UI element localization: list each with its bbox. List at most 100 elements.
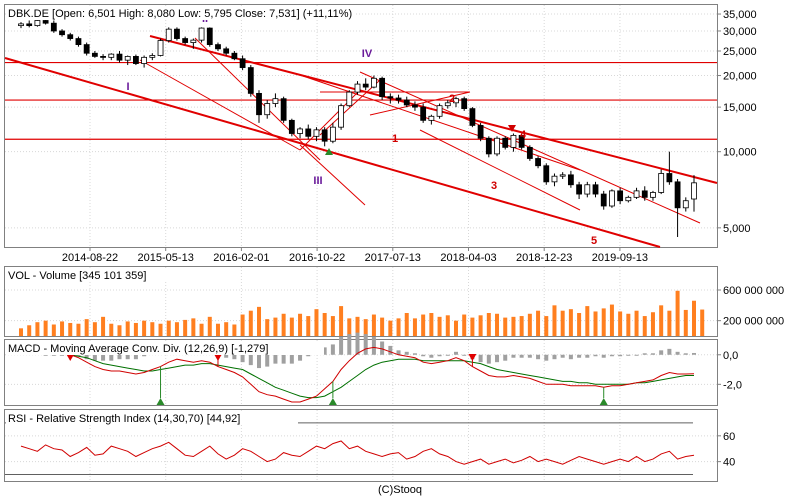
- macd-histogram-bar: [486, 354, 491, 364]
- volume-bar: [560, 310, 565, 336]
- signal-line: [21, 348, 694, 399]
- volume-bar: [19, 328, 23, 336]
- macd-line: [20, 342, 695, 403]
- volume-bar: [289, 317, 294, 336]
- candle-body: [272, 98, 279, 104]
- candle-body: [215, 44, 221, 50]
- volume-bar: [437, 316, 442, 336]
- volume-bar: [76, 323, 81, 336]
- macd-histogram-bar: [109, 354, 114, 361]
- date-axis-label: 2016-10-22: [289, 252, 345, 264]
- candle-body: [682, 200, 689, 209]
- volume-bar: [60, 321, 65, 336]
- candle-body: [247, 67, 254, 94]
- candle-body: [641, 190, 648, 198]
- macd-histogram-bar: [273, 354, 278, 364]
- macd-histogram-bar: [552, 354, 557, 360]
- macd-histogram-bar: [527, 354, 532, 358]
- volume-bar: [92, 322, 97, 336]
- macd-histogram-bar: [232, 354, 237, 360]
- volume-bar: [470, 317, 475, 336]
- volume-bar: [585, 306, 590, 336]
- macd-histogram-bar: [412, 353, 417, 355]
- candle-body: [576, 184, 582, 195]
- volume-axis: 600 000 000 200 000 000: [717, 285, 784, 328]
- volume-bar: [150, 322, 155, 336]
- chart-title: DBK.DE [Open: 6,501 High: 8,080 Low: 5,7…: [8, 8, 352, 20]
- macd-axis: 0,0 -2,0: [717, 350, 742, 391]
- macd-histogram-bar: [363, 334, 368, 355]
- candle-body: [288, 119, 295, 134]
- date-axis-label: 2014-08-22: [62, 252, 118, 264]
- macd-histogram-bar: [322, 347, 327, 355]
- volume-bar: [445, 315, 450, 336]
- macd-axis-label: 0,0: [723, 350, 738, 362]
- candle-body: [395, 97, 402, 101]
- macd-histogram-bar: [396, 350, 401, 355]
- wave-label: IV: [362, 48, 373, 60]
- macd-histogram-bar: [289, 354, 294, 364]
- price-axis-label: 20,000: [723, 71, 757, 83]
- volume-bar: [273, 317, 278, 336]
- macd-histogram-bar: [43, 354, 48, 356]
- candle-body: [658, 173, 665, 193]
- volume-bar: [618, 311, 623, 336]
- candle-body: [403, 99, 410, 106]
- volume-bar: [371, 314, 376, 336]
- candle-body: [26, 23, 33, 27]
- sell-signal-icon: [213, 354, 222, 361]
- macd-histogram-bar: [667, 348, 672, 355]
- macd-lines: [20, 342, 695, 403]
- candle-body: [420, 106, 427, 121]
- volume-bar: [642, 316, 647, 336]
- volume-bar: [478, 315, 483, 336]
- macd-histogram-bar: [339, 337, 344, 355]
- macd-histogram-bar: [306, 354, 311, 357]
- price-axis-label: 10,000: [723, 147, 757, 159]
- candle-body: [124, 56, 131, 61]
- trend-line: [4, 57, 661, 248]
- volume-bar: [224, 322, 229, 336]
- date-axis: 2014-08-22 2015-05-13 2016-02-01 2016-10-22…: [62, 247, 648, 264]
- date-axis-label: 2018-04-03: [440, 252, 496, 264]
- macd-title: MACD - Moving Average Conv. Div. (12,26,…: [8, 343, 268, 355]
- candle-body: [502, 137, 509, 148]
- volume-bar: [700, 309, 705, 336]
- date-axis-label: 2016-02-01: [213, 252, 269, 264]
- candle-body: [182, 38, 189, 43]
- trend-line: [369, 91, 471, 116]
- macd-histogram-bar: [437, 354, 442, 357]
- trend-line: [319, 79, 381, 136]
- wave-label: 3: [491, 180, 497, 192]
- volume-bar: [281, 313, 286, 336]
- candle-body: [567, 174, 574, 186]
- volume-bar: [412, 318, 417, 336]
- macd-histogram-bar: [609, 354, 614, 357]
- candle-body: [485, 137, 492, 155]
- volume-bar: [486, 313, 491, 336]
- volume-bar: [257, 306, 262, 336]
- date-axis-label: 2017-07-13: [365, 252, 421, 264]
- candle-body: [625, 196, 632, 202]
- macd-histogram-bar: [560, 354, 565, 358]
- rsi-title: RSI - Relative Strength Index (14,30,70)…: [8, 413, 240, 425]
- volume-bar: [495, 313, 500, 336]
- candle-body: [461, 98, 468, 110]
- volume-bar: [692, 300, 696, 336]
- volume-bar: [388, 320, 393, 336]
- rsi-line: [20, 440, 695, 465]
- candle-body: [666, 173, 673, 183]
- volume-bar: [544, 316, 549, 336]
- macd-histogram-bar: [675, 351, 680, 355]
- volume-bar: [43, 320, 48, 336]
- candle-body: [329, 126, 336, 142]
- trend-line: [139, 59, 301, 151]
- candle-body: [165, 28, 172, 41]
- macd-histogram-bar: [495, 354, 500, 363]
- macd-histogram-bar: [618, 354, 623, 357]
- wave-label: 2: [449, 93, 455, 105]
- volume-bar: [51, 324, 56, 336]
- candle-body: [412, 104, 418, 108]
- candle-body: [650, 192, 656, 198]
- volume-axis-label: 600 000 000: [723, 285, 784, 297]
